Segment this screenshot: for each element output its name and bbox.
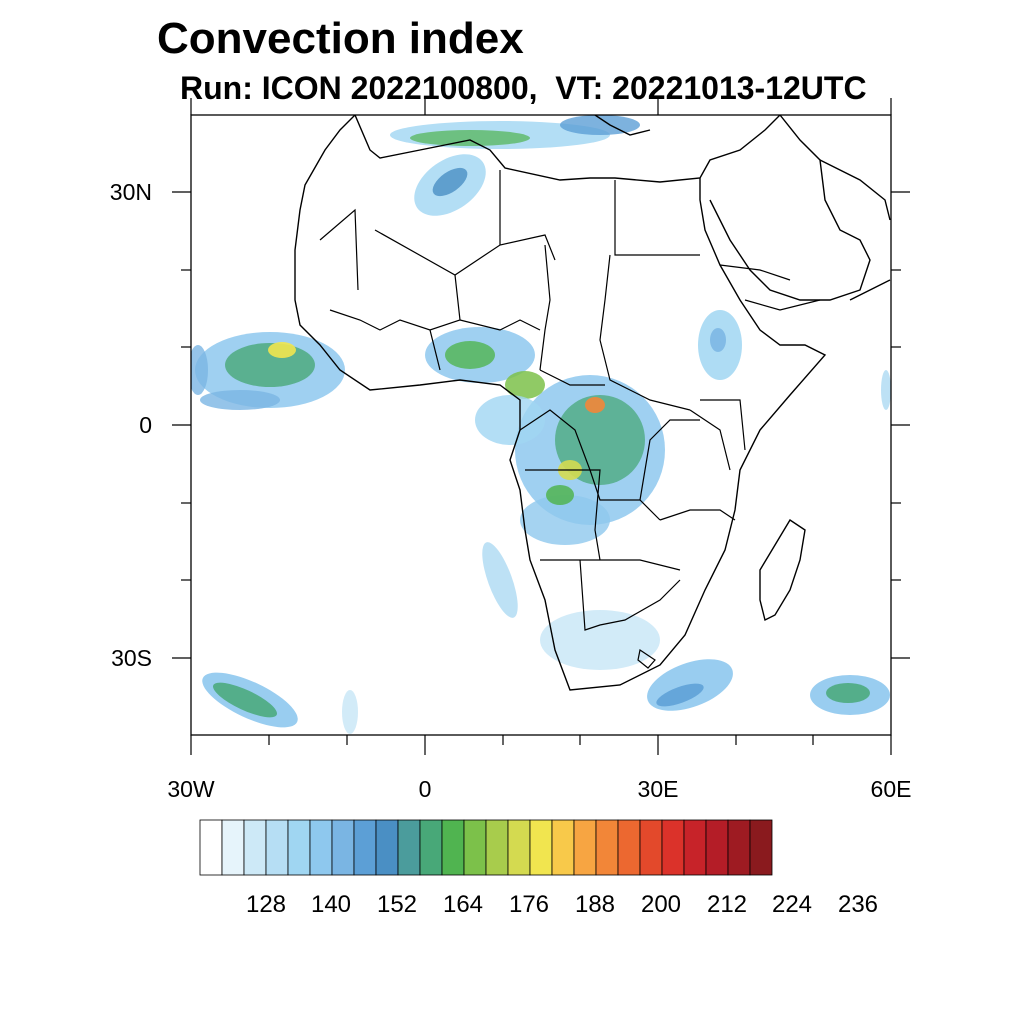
colorbar-swatch [551, 819, 575, 876]
colorbar-swatch [375, 819, 399, 876]
colorbar-swatch [705, 819, 729, 876]
colorbar-swatch [199, 819, 223, 876]
colorbar-swatch [441, 819, 465, 876]
colorbar-label: 212 [707, 891, 747, 918]
colorbar-swatch [749, 819, 773, 876]
lon-label-0: 0 [419, 776, 432, 802]
coastlines [294, 115, 891, 691]
axis-ticks [172, 98, 910, 755]
colorbar-swatch [309, 819, 333, 876]
colorbar-label: 176 [509, 891, 549, 918]
colorbar-swatch [617, 819, 641, 876]
colorbar-labels: 128 140 152 164 176 188 200 212 224 236 [246, 891, 878, 918]
colorbar-label: 128 [246, 891, 286, 918]
colorbar-swatch [573, 819, 597, 876]
colorbar-swatch [683, 819, 707, 876]
lat-label-30n: 30N [110, 179, 152, 205]
colorbar-swatch [419, 819, 443, 876]
colorbar-swatch [639, 819, 663, 876]
colorbar-label: 188 [575, 891, 615, 918]
colorbar-swatch [595, 819, 619, 876]
chart-subtitle: Run: ICON 2022100800, VT: 20221013-12UTC [180, 70, 867, 106]
lon-label-30w: 30W [167, 776, 215, 802]
country-borders [319, 170, 821, 669]
convection-field [191, 115, 891, 734]
colorbar-swatch [463, 819, 487, 876]
colorbar-swatch [243, 819, 267, 876]
colorbar-swatch [397, 819, 421, 876]
colorbar-swatch [221, 819, 245, 876]
lon-label-30e: 30E [638, 776, 679, 802]
colorbar-label: 164 [443, 891, 483, 918]
colorbar [199, 819, 773, 876]
colorbar-label: 236 [838, 891, 878, 918]
lon-label-60e: 60E [871, 776, 912, 802]
colorbar-swatch [529, 819, 553, 876]
lat-label-0: 0 [139, 412, 152, 438]
chart-title: Convection index [157, 14, 524, 63]
colorbar-swatch [331, 819, 355, 876]
colorbar-label: 152 [377, 891, 417, 918]
colorbar-swatch [287, 819, 311, 876]
colorbar-swatch [485, 819, 509, 876]
colorbar-swatch [507, 819, 531, 876]
colorbar-swatch [661, 819, 685, 876]
colorbar-swatch [353, 819, 377, 876]
colorbar-swatch [265, 819, 289, 876]
lat-label-30s: 30S [111, 645, 152, 671]
colorbar-swatch [727, 819, 751, 876]
colorbar-label: 224 [772, 891, 812, 918]
colorbar-label: 200 [641, 891, 681, 918]
colorbar-label: 140 [311, 891, 351, 918]
